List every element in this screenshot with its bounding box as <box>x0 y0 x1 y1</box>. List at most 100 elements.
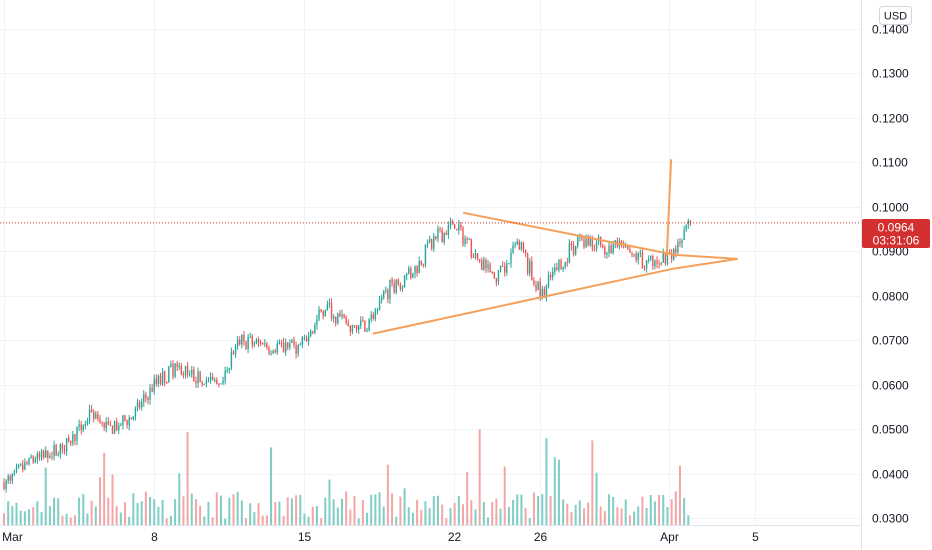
x-tick-label: 26 <box>534 530 548 544</box>
volume-bar <box>340 498 343 525</box>
candle-body <box>180 365 183 375</box>
volume-bar <box>94 506 97 525</box>
candle-body <box>134 408 137 417</box>
candle-body <box>226 369 228 372</box>
candle-body <box>483 259 485 270</box>
candle-body <box>420 261 422 265</box>
candle-body <box>305 337 308 342</box>
candle-body <box>552 271 554 278</box>
candle-body <box>341 314 343 317</box>
candle-body <box>218 383 220 385</box>
candle-body <box>42 450 45 458</box>
volume-bar <box>82 494 85 525</box>
volume-bar <box>332 499 335 525</box>
volume-bar <box>282 516 285 525</box>
candle-body <box>45 450 47 458</box>
candle-body <box>357 325 360 330</box>
volume-bar <box>265 515 268 525</box>
candle-body <box>412 273 414 278</box>
candle-body <box>549 274 552 278</box>
candle-body <box>372 314 374 319</box>
candle-body <box>635 253 637 261</box>
volume-bar <box>157 506 160 525</box>
currency-button[interactable]: USD <box>879 6 912 25</box>
candle-body <box>293 340 295 346</box>
candle-body <box>197 371 199 384</box>
volume-bar <box>161 499 164 525</box>
volume-bar <box>178 473 181 525</box>
price-countdown: 03:31:06 <box>873 234 920 248</box>
candle-body <box>405 273 408 276</box>
candle-body <box>15 467 18 471</box>
trendline[interactable] <box>665 159 673 256</box>
volume-bar <box>144 491 147 525</box>
candle-body <box>61 444 64 450</box>
candle-body <box>38 453 41 458</box>
candle-body <box>166 381 168 383</box>
candle-body <box>318 309 320 320</box>
candle-body <box>385 289 387 291</box>
candle-body <box>147 397 149 401</box>
candle-body <box>670 253 673 260</box>
candle-body <box>460 224 462 228</box>
candle-body <box>97 413 99 419</box>
candle-body <box>606 253 608 255</box>
volume-bar <box>582 508 585 525</box>
candle-body <box>224 371 226 381</box>
volume-bar <box>199 505 202 525</box>
volume-bar <box>261 515 264 525</box>
candle-body <box>437 228 439 239</box>
candle-body <box>533 280 535 285</box>
candle-body <box>499 266 502 271</box>
volume-bar <box>328 479 331 525</box>
candle-body <box>145 394 147 398</box>
candle-body <box>556 267 558 270</box>
candle-body <box>232 351 235 354</box>
candle-body <box>5 480 7 489</box>
candle-body <box>101 422 103 424</box>
candle-body <box>3 482 5 489</box>
candle-body <box>128 417 130 426</box>
volume-bar <box>44 467 47 525</box>
candle-body <box>13 470 16 474</box>
volume-bar <box>311 506 314 525</box>
last-price-badge-bg <box>862 219 930 248</box>
candle-body <box>78 424 80 427</box>
volume-bar <box>545 438 548 525</box>
y-tick-label: 0.0500 <box>872 423 909 437</box>
candle-body <box>136 402 139 409</box>
y-tick-label: 0.0600 <box>872 379 909 393</box>
candle-body <box>514 244 516 246</box>
volume-bar <box>73 515 76 525</box>
candle-body <box>360 320 362 326</box>
candle-body <box>643 268 646 270</box>
candle-body <box>476 253 479 260</box>
candle-body <box>132 416 135 420</box>
volume-bar <box>428 508 431 525</box>
volume-bar <box>194 499 197 525</box>
candle-body <box>539 281 541 298</box>
candle-body <box>491 272 493 274</box>
volume-bar <box>32 507 35 525</box>
trendline[interactable] <box>462 211 738 260</box>
volume-bar <box>78 497 81 525</box>
candle-body <box>234 346 237 354</box>
volume-bar <box>612 496 615 525</box>
volume-bar <box>499 508 502 525</box>
volume-bar <box>215 492 218 525</box>
candle-body <box>222 380 224 384</box>
candle-body <box>639 252 642 254</box>
candle-body <box>153 378 155 392</box>
candle-body <box>535 284 537 291</box>
candle-body <box>303 337 306 339</box>
x-tick-label: 22 <box>448 530 462 544</box>
candle-body <box>11 473 14 481</box>
candle-body <box>464 238 466 245</box>
candle-body <box>472 257 475 259</box>
trendline[interactable] <box>372 257 738 335</box>
volume-bar <box>382 506 385 525</box>
volume-bar <box>407 507 410 525</box>
candle-body <box>458 224 460 231</box>
candle-body <box>34 459 36 463</box>
